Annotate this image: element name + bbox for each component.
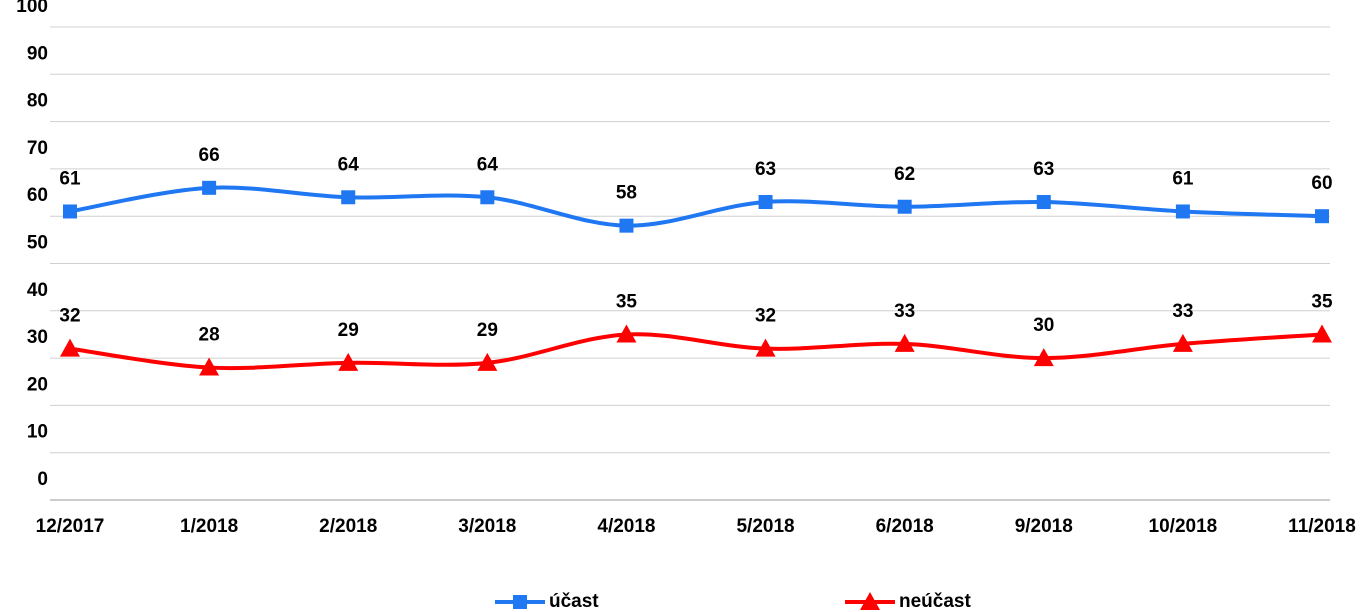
y-tick-label: 70 [27, 138, 48, 159]
series-line [69, 185, 1323, 228]
x-tick-label: 1/2018 [180, 516, 238, 537]
data-point [63, 204, 77, 219]
data-label: 66 [199, 145, 220, 166]
x-tick-label: 10/2018 [1149, 516, 1218, 537]
y-tick-label: 90 [27, 43, 48, 64]
y-tick-label: 10 [27, 422, 48, 443]
data-point [897, 199, 912, 214]
data-point [619, 218, 634, 233]
y-tick-label: 30 [27, 327, 48, 348]
legend-marker [513, 595, 527, 609]
data-point [758, 195, 773, 210]
data-point [199, 357, 220, 376]
x-tick-label: 4/2018 [597, 516, 655, 537]
data-label: 35 [1311, 291, 1333, 312]
data-point [341, 190, 356, 205]
data-point [202, 180, 217, 195]
data-point [338, 352, 359, 371]
y-tick-label: 80 [27, 91, 48, 112]
data-label: 60 [1311, 173, 1332, 194]
data-point [1312, 324, 1332, 343]
y-tick-label: 0 [37, 469, 48, 490]
data-point [1036, 195, 1051, 210]
data-label: 33 [894, 301, 915, 322]
x-tick-label: 5/2018 [736, 516, 794, 537]
y-tick-label: 100 [16, 0, 48, 17]
y-tick-label: 40 [27, 280, 48, 301]
data-point [755, 338, 776, 357]
data-label: 61 [59, 168, 81, 189]
data-point [616, 324, 637, 343]
y-tick-label: 20 [27, 374, 48, 395]
x-tick-label: 3/2018 [458, 516, 516, 537]
data-label: 30 [1033, 315, 1054, 336]
legend-marker [860, 592, 880, 610]
data-label: 32 [59, 306, 80, 327]
x-tick-label: 9/2018 [1015, 516, 1073, 537]
data-point [60, 338, 80, 357]
y-tick-label: 50 [27, 233, 48, 254]
data-label: 64 [338, 154, 360, 175]
data-label: 35 [616, 291, 638, 312]
data-point [1172, 333, 1193, 352]
data-label: 28 [199, 325, 220, 346]
data-point [480, 190, 495, 205]
legend-label: neúčast [899, 591, 971, 612]
data-label: 29 [338, 320, 359, 341]
legend-label: účast [549, 591, 599, 612]
data-point [894, 333, 915, 352]
data-point [477, 352, 498, 371]
data-label: 63 [755, 159, 776, 180]
y-tick-label: 60 [27, 185, 48, 206]
series-line [69, 332, 1323, 371]
x-tick-label: 12/2017 [36, 516, 105, 537]
data-label: 63 [1033, 159, 1054, 180]
data-label: 64 [477, 154, 499, 175]
data-label: 32 [755, 306, 776, 327]
data-point [1033, 348, 1054, 367]
data-label: 29 [477, 320, 498, 341]
data-point [1315, 209, 1329, 224]
x-tick-label: 2/2018 [319, 516, 377, 537]
x-tick-label: 11/2018 [1288, 516, 1356, 537]
x-tick-label: 6/2018 [876, 516, 934, 537]
data-label: 61 [1172, 168, 1194, 189]
data-point [1175, 204, 1190, 219]
data-label: 62 [894, 164, 915, 185]
data-label: 58 [616, 183, 637, 204]
data-label: 33 [1172, 301, 1193, 322]
